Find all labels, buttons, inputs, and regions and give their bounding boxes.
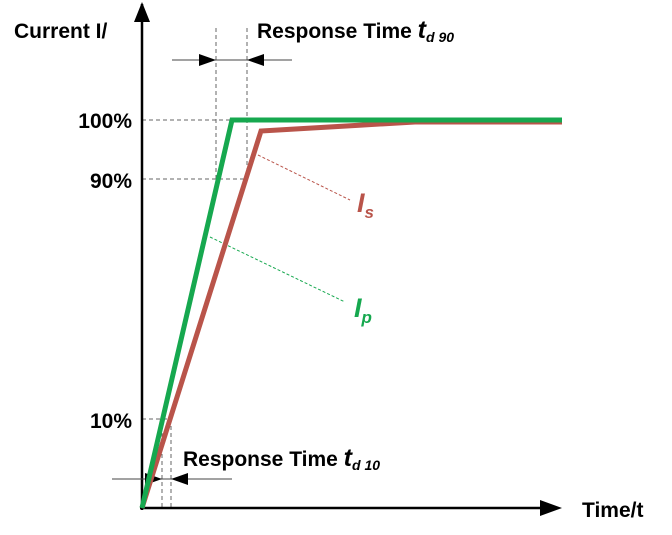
ip-leader-line [209,236,346,303]
tick-90: 90% [90,170,132,193]
response-10-dimension [112,473,232,485]
tick-100: 100% [78,110,132,133]
x-axis-arrow-icon [540,500,562,516]
y-axis-arrow-icon [134,2,150,22]
response-time-10-label: Response Time td 10 [183,444,380,473]
tick-10: 10% [90,410,132,433]
is-leader-line [257,154,351,201]
guide-lines [142,28,248,508]
y-axis-label: Current I/ [14,20,108,43]
ip-label: Ip [354,293,372,327]
is-label: Is [357,188,374,222]
response-90-dimension [172,54,292,66]
x-axis-label: Time/t [582,499,643,522]
ip-curve [139,117,562,509]
response-time-90-label: Response Time td 90 [257,16,454,45]
